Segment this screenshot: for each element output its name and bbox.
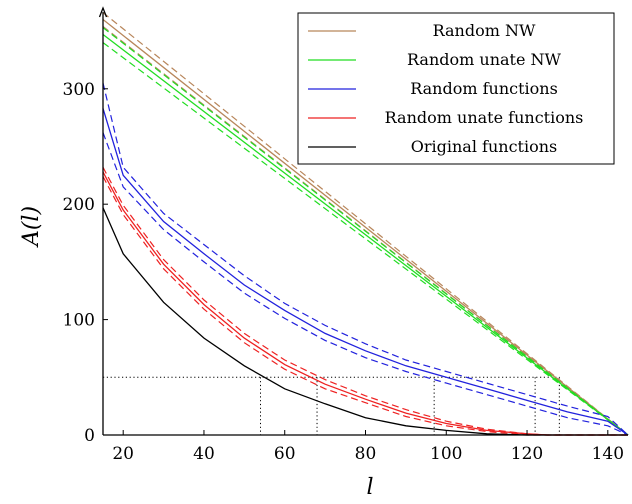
legend-item-random-unate-nw: Random unate NW <box>308 50 562 69</box>
axes: 20 40 60 80 100 120 140 0 100 200 300 <box>63 6 628 464</box>
series-mean-line <box>102 18 629 436</box>
x-tick-label: 80 <box>355 444 377 464</box>
x-tick-label: 100 <box>430 444 462 464</box>
x-axis-title: l <box>366 475 373 500</box>
x-tick-label: 60 <box>274 444 296 464</box>
legend-label: Random functions <box>410 79 558 98</box>
y-tick-label: 300 <box>63 80 95 100</box>
series-mean-line <box>102 207 628 436</box>
x-tick-label: 140 <box>592 444 624 464</box>
y-axis-arrow <box>98 6 108 18</box>
x-tick-label: 40 <box>193 444 215 464</box>
series-mean-line <box>102 33 629 436</box>
series-upper-bound-line <box>102 82 629 436</box>
legend-item-random-unate-functions: Random unate functions <box>308 108 583 127</box>
y-tick-label: 100 <box>63 311 95 331</box>
series-lower-bound-line <box>102 132 629 436</box>
legend-label: Random unate functions <box>385 108 584 127</box>
legend-item-original-functions: Original functions <box>308 137 557 156</box>
x-tick-label: 120 <box>511 444 543 464</box>
y-tick-label: 200 <box>63 195 95 215</box>
legend-label: Random NW <box>433 21 536 40</box>
y-axis-title: A(l) <box>19 206 44 248</box>
x-tick-label: 20 <box>112 444 134 464</box>
series-upper-bound-line <box>102 167 628 436</box>
series-random-unate-functions <box>102 167 628 436</box>
legend-item-random-nw: Random NW <box>308 21 536 40</box>
legend-label: Original functions <box>411 137 557 156</box>
series-upper-bound-line <box>102 27 629 436</box>
series-mean-line <box>102 108 629 436</box>
y-tick-label: 0 <box>84 426 95 446</box>
legend-item-random-functions: Random functions <box>308 79 558 98</box>
series-random-functions <box>102 82 629 436</box>
legend-label: Random unate NW <box>407 50 562 69</box>
series-upper-bound-line <box>102 12 629 436</box>
series-random-unate-nw <box>102 27 629 436</box>
series-original-functions <box>102 207 628 436</box>
legend: Random NW Random unate NW Random functions… <box>297 12 615 165</box>
